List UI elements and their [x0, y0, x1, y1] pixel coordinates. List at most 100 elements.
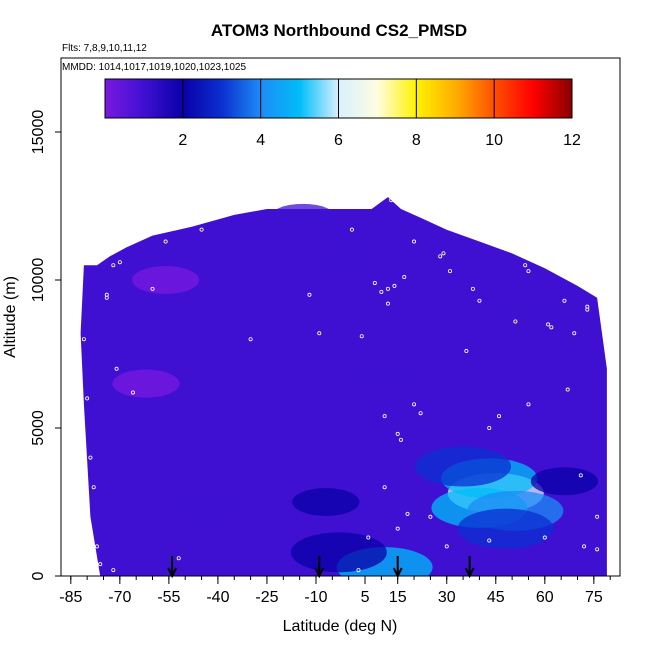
sample-point — [111, 568, 116, 573]
sample-point — [595, 514, 600, 519]
sample-point — [349, 227, 354, 232]
latitude-arrow-head — [314, 567, 325, 579]
sample-point — [428, 514, 433, 519]
sample-point — [441, 251, 446, 256]
sample-point — [438, 254, 443, 259]
sample-point — [104, 295, 109, 300]
sample-point — [379, 289, 384, 294]
y-axis-label: Altitude (m) — [2, 276, 19, 358]
colorbar-tick-label: 6 — [334, 132, 343, 149]
plot-frame — [60, 57, 621, 577]
x-tick-label: -40 — [206, 589, 229, 606]
anomaly-region — [415, 446, 512, 487]
dates-label: MMDD: 1014,1017,1019,1020,1023,1025 — [62, 62, 246, 73]
sample-point — [398, 437, 403, 442]
sample-point — [366, 535, 371, 540]
colorbar-tick-label: 2 — [178, 132, 187, 149]
colorbar-tick-label: 4 — [256, 132, 265, 149]
x-tick-label: 75 — [585, 589, 603, 606]
sample-point — [317, 331, 322, 336]
sample-point — [572, 331, 577, 336]
sample-point — [307, 292, 312, 297]
sample-point — [382, 414, 387, 419]
anomaly-region — [318, 242, 386, 271]
y-tick-label: 10000 — [30, 258, 47, 303]
y-tick-label: 15000 — [30, 110, 47, 155]
sample-point — [464, 349, 469, 354]
sample-point — [480, 224, 485, 229]
sample-point — [549, 325, 554, 330]
sample-point — [565, 387, 570, 392]
sample-point — [372, 280, 377, 285]
chart-title: ATOM3 Northbound CS2_PMSD — [211, 21, 467, 40]
sample-point — [81, 337, 86, 342]
x-axis-label: Latitude (deg N) — [283, 618, 398, 635]
sample-point — [392, 283, 397, 288]
sample-point — [461, 215, 466, 220]
y-tick-label: 0 — [30, 571, 47, 580]
sample-point — [356, 568, 361, 573]
sample-point — [497, 414, 502, 419]
sample-point — [395, 526, 400, 531]
flights-label: Flts: 7,8,9,10,11,12 — [62, 43, 147, 54]
latitude-arrow-head — [464, 567, 475, 579]
sample-point — [359, 334, 364, 339]
y-tick-label: 5000 — [30, 410, 47, 446]
sample-point — [114, 366, 119, 371]
sample-point — [542, 535, 547, 540]
sample-point — [389, 198, 394, 203]
x-tick-label: -25 — [255, 589, 278, 606]
sample-point — [487, 425, 492, 430]
sample-point — [487, 538, 492, 543]
sample-point — [163, 239, 168, 244]
sample-point — [382, 485, 387, 490]
sample-point — [88, 455, 93, 460]
sample-point — [470, 286, 475, 291]
anomaly-region — [290, 532, 387, 573]
anomaly-region — [351, 360, 419, 389]
sample-point — [199, 227, 204, 232]
anomaly-region — [494, 295, 563, 324]
latitude-arrow — [392, 556, 403, 579]
sample-point — [585, 307, 590, 312]
sample-point — [130, 390, 135, 395]
sample-point — [526, 402, 531, 407]
sample-point — [412, 239, 417, 244]
sample-point — [248, 337, 253, 342]
sample-point — [578, 473, 583, 478]
sample-point — [85, 396, 90, 401]
sample-point — [150, 286, 155, 291]
latitude-arrow — [167, 556, 178, 579]
axes: -85 -70 -55 -40 -25 -10 5 15 30 45 60 75 0 5000 10000 1… — [30, 79, 611, 606]
latitude-arrow — [464, 556, 475, 579]
x-tick-label: -85 — [59, 589, 82, 606]
sample-point — [546, 322, 551, 327]
x-tick-label: 60 — [536, 589, 554, 606]
sample-point — [523, 263, 528, 268]
colorbar-tick-label: 8 — [412, 132, 421, 149]
sample-point — [448, 269, 453, 274]
sample-point — [111, 263, 116, 268]
anomaly-region — [292, 488, 360, 516]
sample-point — [405, 511, 410, 516]
sample-point — [412, 402, 417, 407]
x-tick-label: -70 — [108, 589, 131, 606]
sample-point — [385, 301, 390, 306]
anomaly-region — [457, 508, 554, 549]
sample-point — [402, 275, 407, 280]
x-tick-label: 45 — [487, 589, 505, 606]
sample-point — [444, 544, 449, 549]
anomaly-region — [530, 467, 599, 496]
sample-point — [513, 319, 518, 324]
latitude-arrow — [314, 556, 325, 579]
sample-point — [395, 431, 400, 436]
sample-point — [562, 298, 567, 303]
sample-point — [91, 485, 96, 490]
latitude-arrow-head — [392, 567, 403, 579]
sample-point — [595, 547, 600, 552]
sample-point — [94, 544, 99, 549]
sample-point — [477, 298, 482, 303]
sample-point — [385, 286, 390, 291]
sample-point — [418, 411, 423, 416]
